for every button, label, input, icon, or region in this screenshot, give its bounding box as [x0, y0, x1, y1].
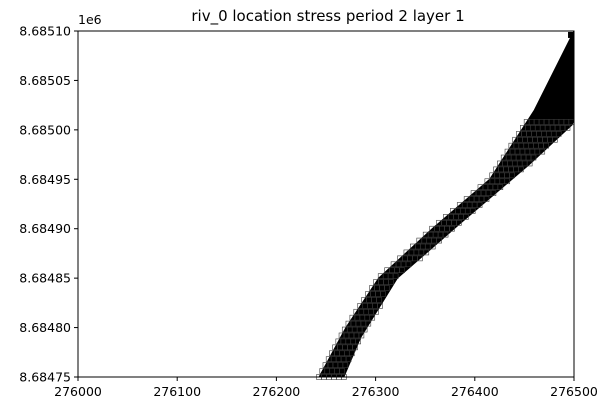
chart-title: riv_0 location stress period 2 layer 1: [191, 7, 464, 26]
river-cell-marker: [497, 184, 504, 190]
river-cell-marker: [442, 231, 449, 238]
river-cell-marker: [388, 279, 394, 285]
river-cell-marker: [339, 368, 345, 374]
river-cell-marker: [384, 285, 390, 291]
river-cell-marker: [490, 190, 497, 196]
axes-frame: [77, 30, 575, 378]
river-cell-marker: [377, 303, 383, 309]
river-cell-marker: [564, 125, 571, 131]
river-cell-marker: [399, 267, 405, 274]
river-cell-marker: [417, 255, 423, 262]
river-cell-marker: [509, 172, 515, 179]
river-cell-marker: [345, 356, 352, 363]
river-cell-marker: [369, 314, 376, 321]
y-tick-label: 8.68480: [19, 320, 71, 335]
river-cell-marker: [436, 237, 442, 244]
river-cell-marker: [449, 225, 455, 232]
x-tick-label: 276000: [54, 384, 102, 399]
river-cell-marker: [373, 308, 379, 315]
x-tick-label: 276100: [153, 384, 201, 399]
x-tick-label: 276400: [451, 384, 499, 399]
river-cell-marker: [530, 154, 537, 161]
river-cell-marker: [342, 362, 349, 368]
river-cell-marker: [348, 350, 355, 357]
river-cell-marker: [358, 332, 365, 339]
river-cell-marker: [462, 214, 469, 220]
river-cell-marker: [361, 326, 368, 333]
y-tick-label: 8.68500: [19, 122, 71, 137]
river-cell-marker: [376, 297, 382, 303]
river-cell-marker: [526, 160, 533, 167]
river-band: [318, 30, 575, 378]
river-cell-marker: [380, 291, 386, 297]
river-cell-marker: [469, 208, 476, 214]
corner-marker: [568, 31, 575, 38]
y-tick-label: 8.68510: [19, 24, 71, 39]
y-tick-label: 8.68495: [19, 172, 71, 187]
y-axis: 8.68475 8.68480 8.68485 8.68490 8.68495 8.685…: [19, 24, 78, 385]
river-cell-marker: [518, 166, 524, 173]
y-tick-label: 8.68475: [19, 370, 71, 385]
river-cell-marker: [555, 131, 562, 137]
y-tick-label: 8.68490: [19, 221, 71, 236]
y-tick-label: 8.68505: [19, 73, 71, 88]
river-cell-marker: [456, 219, 462, 226]
river-cell-marker: [365, 320, 372, 327]
river-cell-marker: [423, 249, 430, 256]
river-cell-marker: [352, 344, 358, 351]
river-cell-marker: [483, 196, 490, 202]
x-tick-label: 276300: [352, 384, 400, 399]
river-cell-marker: [504, 178, 511, 185]
y-tick-label: 8.68485: [19, 271, 71, 286]
river-cell-marker: [429, 243, 436, 250]
river-cell-marker: [392, 273, 399, 279]
x-tick-label: 276500: [550, 384, 598, 399]
river-cell-marker: [552, 136, 558, 143]
y-offset-label: 1e6: [78, 12, 102, 27]
x-axis: 276000 276100 276200 276300 276400 276500: [54, 377, 598, 399]
river-cell-marker: [539, 148, 546, 155]
river-cell-marker: [476, 202, 483, 208]
river-cells: [316, 30, 575, 380]
river-cell-marker: [543, 142, 549, 149]
plot-area: [77, 30, 575, 380]
river-cell-marker: [405, 261, 412, 268]
river-cell-marker: [355, 338, 361, 345]
x-tick-label: 276200: [253, 384, 301, 399]
